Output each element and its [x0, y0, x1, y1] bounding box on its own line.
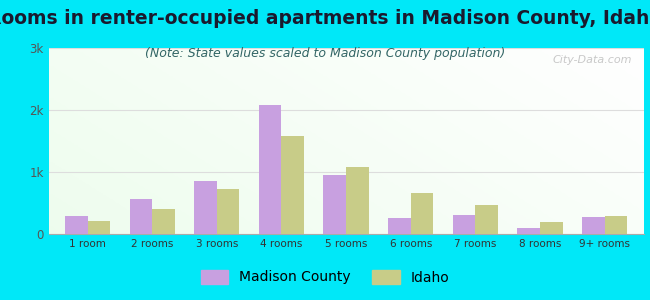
Bar — [129, 199, 152, 234]
Bar — [346, 167, 369, 234]
Bar — [604, 216, 627, 234]
Bar — [453, 215, 475, 234]
Bar — [65, 216, 88, 234]
Bar — [475, 206, 498, 234]
Legend: Madison County, Idaho: Madison County, Idaho — [195, 264, 455, 290]
Bar — [281, 136, 304, 234]
Bar — [388, 218, 411, 234]
Bar — [517, 228, 540, 234]
Bar — [152, 208, 175, 234]
Bar — [194, 181, 217, 234]
Bar — [540, 222, 563, 234]
Text: City-Data.com: City-Data.com — [552, 56, 632, 65]
Bar — [217, 189, 239, 234]
Bar — [88, 221, 110, 234]
Text: Rooms in renter-occupied apartments in Madison County, Idaho: Rooms in renter-occupied apartments in M… — [0, 9, 650, 28]
Text: (Note: State values scaled to Madison County population): (Note: State values scaled to Madison Co… — [145, 46, 505, 59]
Bar — [582, 217, 604, 234]
Bar — [324, 175, 346, 234]
Bar — [411, 193, 434, 234]
Bar — [259, 105, 281, 234]
